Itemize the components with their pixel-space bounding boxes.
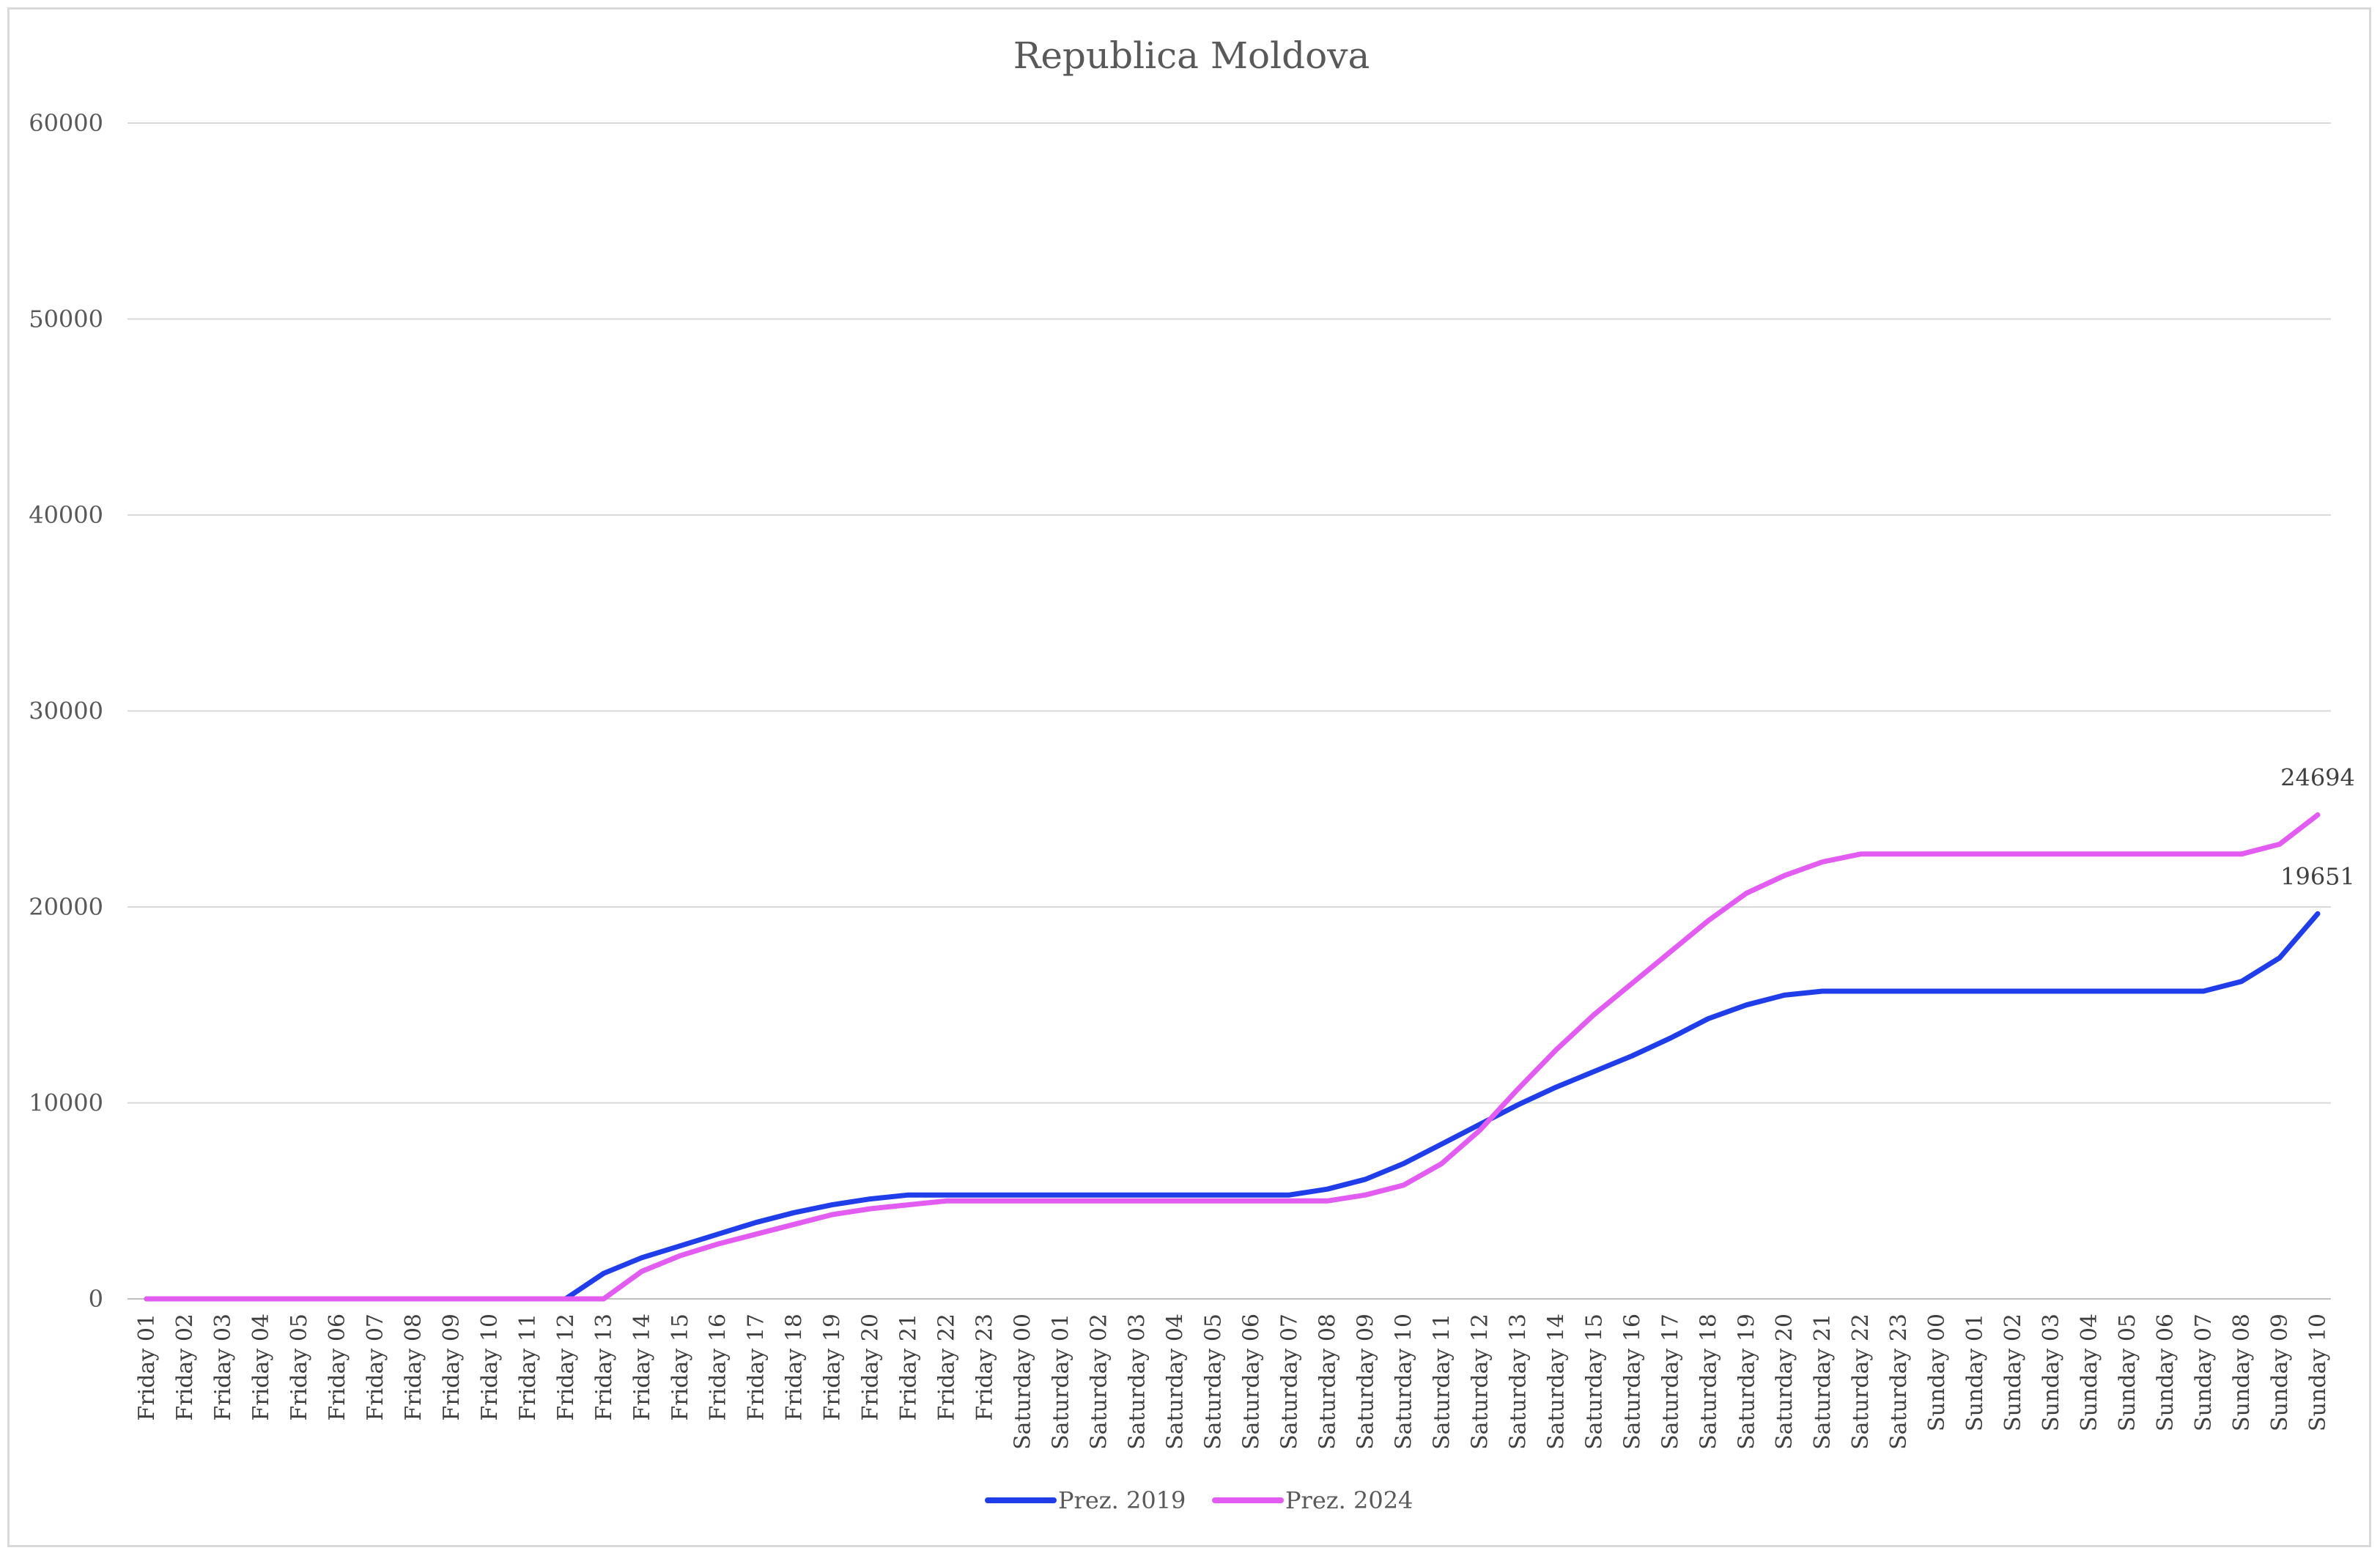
series-line-1 [144, 911, 2321, 1302]
x-tick-label: Saturday 18 [1696, 1314, 1721, 1450]
x-tick-label: Saturday 10 [1391, 1314, 1416, 1450]
series-line-2 [144, 812, 2321, 1302]
x-tick-label: Saturday 07 [1276, 1314, 1302, 1450]
x-tick-label: Friday 13 [591, 1314, 617, 1421]
y-tick-label: 30000 [29, 697, 103, 725]
x-tick-label: Saturday 16 [1619, 1314, 1645, 1450]
x-tick-label: Friday 12 [553, 1314, 579, 1421]
x-tick-label: Saturday 22 [1848, 1314, 1874, 1450]
legend-label: Prez. 2024 [1285, 1486, 1413, 1514]
gridlines [128, 122, 2331, 1300]
x-tick-label: Sunday 09 [2267, 1314, 2293, 1431]
x-tick-label: Friday 17 [744, 1314, 769, 1421]
x-tick-label: Friday 14 [629, 1314, 655, 1421]
data-label: 24694 [2280, 763, 2355, 791]
x-tick-label: Friday 15 [668, 1314, 693, 1421]
y-tick-label: 10000 [29, 1089, 103, 1117]
x-tick-label: Saturday 23 [1886, 1314, 1912, 1450]
x-tick-label: Sunday 03 [2039, 1314, 2064, 1431]
x-tick-label: Friday 21 [896, 1314, 922, 1421]
x-tick-label: Friday 02 [172, 1314, 198, 1421]
x-tick-label: Saturday 21 [1810, 1314, 1836, 1450]
data-label: 19651 [2280, 862, 2355, 890]
x-tick-label: Saturday 20 [1772, 1314, 1797, 1450]
line-chart: Republica Moldova 0 10000 20000 30000 40000 5… [29, 34, 2355, 1514]
x-tick-label: Sunday 07 [2191, 1314, 2217, 1431]
x-tick-label: Sunday 01 [1962, 1314, 1988, 1431]
y-tick-label: 20000 [29, 893, 103, 921]
x-tick-label: Saturday 05 [1201, 1314, 1227, 1450]
series-lines [144, 812, 2321, 1302]
x-tick-label: Friday 04 [248, 1314, 274, 1421]
x-tick-label: Sunday 08 [2229, 1314, 2255, 1431]
x-tick-label: Saturday 15 [1581, 1314, 1607, 1450]
y-tick-label: 40000 [29, 501, 103, 529]
y-tick-label: 60000 [29, 109, 103, 137]
y-tick-label: 50000 [29, 305, 103, 333]
x-tick-label: Friday 06 [325, 1314, 350, 1421]
x-tick-label: Saturday 14 [1543, 1314, 1569, 1450]
legend: Prez. 2019 Prez. 2024 [985, 1486, 1413, 1514]
chart-title: Republica Moldova [1013, 34, 1370, 77]
x-tick-label: Friday 08 [401, 1314, 426, 1421]
x-tick-label: Friday 16 [706, 1314, 731, 1421]
data-labels: 19651 24694 [2280, 763, 2355, 890]
x-tick-label: Sunday 10 [2305, 1314, 2331, 1431]
x-tick-label: Friday 09 [439, 1314, 465, 1421]
x-tick-label: Friday 10 [477, 1314, 503, 1421]
x-tick-label: Saturday 00 [1010, 1314, 1036, 1450]
x-tick-label: Friday 20 [858, 1314, 884, 1421]
x-tick-label: Saturday 17 [1658, 1314, 1683, 1450]
x-tick-label: Friday 05 [287, 1314, 312, 1421]
x-tick-label: Friday 01 [134, 1314, 160, 1421]
x-tick-label: Sunday 06 [2153, 1314, 2178, 1431]
legend-label: Prez. 2019 [1058, 1486, 1186, 1514]
x-tick-label: Saturday 03 [1125, 1314, 1150, 1450]
x-tick-label: Friday 11 [515, 1314, 541, 1421]
x-tick-label: Saturday 11 [1429, 1314, 1455, 1450]
x-tick-label: Saturday 13 [1505, 1314, 1531, 1450]
x-tick-label: Friday 19 [820, 1314, 846, 1421]
x-tick-label: Friday 07 [363, 1314, 388, 1421]
chart-frame: Republica Moldova 0 10000 20000 30000 40000 5… [7, 7, 2371, 1547]
x-tick-label: Sunday 02 [2000, 1314, 2026, 1431]
x-tick-label: Sunday 04 [2077, 1314, 2102, 1431]
x-tick-label: Saturday 06 [1238, 1314, 1264, 1450]
x-tick-label: Saturday 02 [1087, 1314, 1112, 1450]
x-tick-label: Friday 23 [972, 1314, 998, 1421]
y-axis-ticks: 0 10000 20000 30000 40000 50000 60000 [29, 109, 103, 1313]
x-tick-label: Friday 03 [210, 1314, 236, 1421]
x-tick-label: Saturday 19 [1734, 1314, 1759, 1450]
x-tick-label: Saturday 12 [1467, 1314, 1493, 1450]
x-tick-label: Friday 18 [782, 1314, 808, 1421]
y-tick-label: 0 [89, 1285, 103, 1313]
x-tick-label: Sunday 00 [1924, 1314, 1950, 1431]
x-axis-ticks: Friday 01 Friday 02 Friday 03 Friday 04 Frid… [134, 1314, 2331, 1450]
x-tick-label: Saturday 01 [1049, 1314, 1074, 1450]
x-tick-label: Saturday 09 [1353, 1314, 1378, 1450]
x-tick-label: Saturday 04 [1163, 1314, 1189, 1450]
x-tick-label: Friday 22 [934, 1314, 960, 1421]
x-tick-label: Sunday 05 [2115, 1314, 2140, 1431]
x-tick-label: Saturday 08 [1315, 1314, 1340, 1450]
